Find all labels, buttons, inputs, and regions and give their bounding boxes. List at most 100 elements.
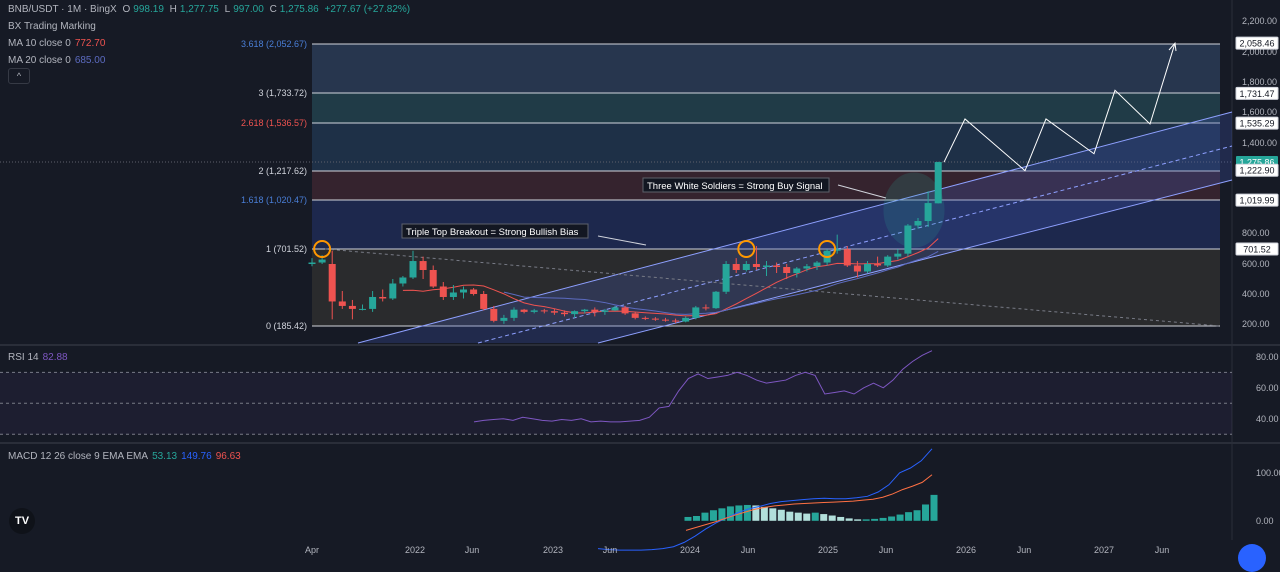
- candle-body: [803, 266, 811, 269]
- macd-histogram-bar: [701, 512, 709, 521]
- candle-body: [389, 283, 397, 299]
- macd-histogram-bar: [888, 516, 896, 521]
- price-axis-tick: 400.00: [1242, 289, 1270, 299]
- fib-zone: [312, 123, 1220, 171]
- price-tag-box: [1235, 193, 1279, 207]
- macd-histogram-bar: [769, 508, 777, 521]
- time-axis-tick: 2027: [1094, 545, 1114, 555]
- candle-body: [914, 221, 922, 226]
- candle-body: [429, 270, 437, 287]
- price-tag-label: 1,535.29: [1239, 119, 1274, 129]
- time-axis-tick: 2022: [405, 545, 425, 555]
- price-tag-box: [1235, 86, 1279, 100]
- price-tag-label: 1,222.90: [1239, 166, 1274, 176]
- macd-axis-tick: 0.00: [1256, 516, 1274, 526]
- rsi-axis-tick: 80.00: [1256, 352, 1279, 362]
- price-axis-tick: 1,600.00: [1242, 107, 1277, 117]
- corner-action-icon[interactable]: [1238, 544, 1266, 572]
- macd-histogram-bar: [913, 510, 921, 521]
- price-axis-tick: 2,200.00: [1242, 16, 1277, 26]
- rsi-band-fill: [0, 372, 1232, 435]
- price-tag-box: [1235, 36, 1279, 50]
- candle-body: [348, 305, 356, 309]
- tradingview-logo-icon[interactable]: TV: [9, 508, 35, 534]
- triple-top-marker: [818, 240, 837, 258]
- candle-body: [581, 309, 589, 312]
- price-tag-box: [1235, 242, 1279, 256]
- candle-body: [530, 310, 538, 312]
- macd-histogram-bar: [803, 513, 811, 521]
- candle-body: [449, 292, 457, 297]
- candle-body: [692, 307, 700, 318]
- open-value: 998.19: [133, 4, 164, 15]
- candle-body: [732, 264, 740, 270]
- macd-histogram-bar: [735, 505, 743, 521]
- candle-body: [379, 296, 387, 299]
- macd-histogram-bar: [752, 505, 760, 521]
- macd-signal-line: [685, 474, 933, 531]
- collapse-legend-button[interactable]: ^: [8, 68, 30, 84]
- ma10-legend[interactable]: MA 10 close 0 772.70: [8, 38, 106, 49]
- candle-body: [662, 319, 669, 321]
- candle-body: [853, 265, 861, 272]
- fib-level-label: 1 (701.52): [266, 244, 307, 254]
- candle-body: [399, 277, 407, 284]
- candle-body: [894, 253, 902, 257]
- candle-body: [520, 309, 528, 312]
- macd-histogram-bar: [879, 517, 887, 521]
- fib-zone: [312, 44, 1220, 93]
- price-axis-tick: 800.00: [1242, 228, 1270, 238]
- candle-body: [702, 307, 710, 309]
- candle-body: [833, 249, 841, 251]
- price-tag-box: [1235, 116, 1279, 130]
- close-value: 1,275.86: [279, 4, 319, 15]
- fib-level-label: 3.618 (2,052.67): [241, 39, 307, 49]
- candle-body: [591, 309, 599, 312]
- macd-axis-tick: 100.00: [1256, 468, 1280, 478]
- time-axis-tick: Jun: [603, 545, 618, 555]
- low-value: 997.00: [233, 4, 264, 15]
- candle-body: [308, 262, 316, 264]
- macd-histogram-bar: [777, 509, 785, 521]
- fib-level-label: 2 (1,217.62): [258, 166, 307, 176]
- candle-body: [722, 264, 730, 292]
- fib-zone: [312, 93, 1220, 123]
- bx-indicator-legend[interactable]: BX Trading Marking: [8, 21, 96, 32]
- ma20-value: 685.00: [74, 55, 106, 66]
- time-axis-tick: 2023: [543, 545, 563, 555]
- time-axis-tick: 2025: [818, 545, 838, 555]
- macd-histogram-bar: [820, 514, 828, 521]
- macd-histogram-bar: [743, 504, 751, 521]
- fib-level-label: 1.618 (1,020.47): [241, 195, 307, 205]
- chart-canvas[interactable]: 0 (185.42) 1 (701.52) 1.618 (1,020.47) 2 (1…: [0, 0, 1280, 556]
- candle-body: [682, 317, 690, 322]
- candle-body: [742, 264, 750, 270]
- ma20-legend[interactable]: MA 20 close 0 685.00: [8, 55, 106, 66]
- candle-body: [793, 268, 801, 273]
- candle-body: [874, 264, 882, 266]
- candle-body: [550, 311, 558, 313]
- macd-legend[interactable]: MACD 12 26 close 9 EMA EMA 53.13 149.76 96.…: [8, 451, 241, 462]
- macd-histogram-bar: [862, 519, 870, 521]
- macd-signal-value: 149.76: [181, 451, 212, 462]
- price-axis-tick: 1,800.00: [1242, 77, 1277, 87]
- macd-histogram-bar: [922, 504, 930, 521]
- price-axis-tick: 600.00: [1242, 259, 1270, 269]
- price-tag-label: 701.52: [1243, 245, 1271, 255]
- candle-body: [409, 261, 417, 278]
- candle-body: [338, 301, 346, 306]
- macd-histogram-bar: [692, 516, 700, 521]
- channel-mid-line: [477, 145, 1233, 344]
- time-axis-tick: Jun: [1017, 545, 1032, 555]
- macd-histogram-bar: [718, 508, 726, 521]
- rsi-axis-tick: 60.00: [1256, 383, 1279, 393]
- rsi-legend[interactable]: RSI 14 82.88: [8, 352, 68, 363]
- triple-top-marker: [313, 240, 332, 258]
- macd-histogram-bar: [837, 516, 845, 521]
- price-axis-tick: 1,400.00: [1242, 138, 1277, 148]
- ma20-line: [503, 250, 939, 315]
- projection-path: [943, 43, 1176, 172]
- fib-level-label: 0 (185.42): [266, 321, 307, 331]
- macd-histogram-bar: [905, 512, 913, 521]
- candle-body: [510, 309, 518, 318]
